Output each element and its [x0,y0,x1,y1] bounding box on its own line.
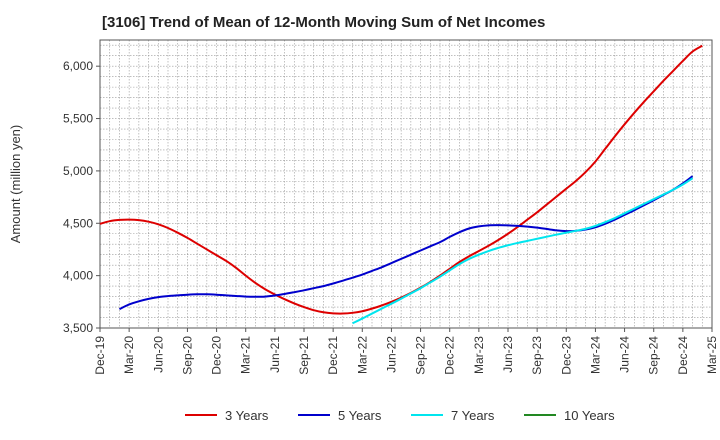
x-tick-label: Sep-23 [530,336,544,375]
y-axis-label: Amount (million yen) [8,125,23,244]
x-tick-label: Mar-20 [122,336,136,374]
x-tick-label: Dec-24 [676,336,690,375]
x-tick-label: Jun-22 [384,336,398,373]
x-tick-label: Jun-23 [501,336,515,373]
series-line-5-years [118,175,694,311]
x-tick-label: Sep-21 [297,336,311,375]
x-tick-label: Jun-21 [268,336,282,373]
x-tick-label: Sep-20 [180,336,194,375]
x-tick-label: Dec-20 [210,336,224,375]
x-tick-label: Dec-21 [326,336,340,375]
tick-labels: 3,500 4,000 4,500 5,000 5,500 6,000 Dec-19 Mar-… [63,59,719,375]
x-tick-label: Sep-24 [647,336,661,375]
x-tick-label: Mar-22 [355,336,369,374]
x-tick-label: Dec-22 [443,336,457,375]
x-tick-label: Jun-20 [151,336,165,373]
x-tick-label: Mar-23 [472,336,486,374]
legend: 3 Years 5 Years 7 Years 10 Years [185,408,615,423]
y-tick-label: 6,000 [63,59,93,73]
x-tick-label: Mar-21 [239,336,253,374]
grid [100,40,712,328]
legend-label-10-years: 10 Years [564,408,615,423]
legend-label-3-years: 3 Years [225,408,269,423]
legend-label-7-years: 7 Years [451,408,495,423]
chart-title: [3106] Trend of Mean of 12-Month Moving … [102,14,546,31]
x-tick-label: Jun-24 [618,336,632,373]
y-tick-label: 3,500 [63,321,93,335]
plot-frame [99,39,713,329]
series-line-7-years [352,177,694,325]
y-tick-label: 4,500 [63,216,93,230]
x-tick-label: Sep-22 [414,336,428,375]
series-lines [99,44,703,325]
x-tick-label: Mar-25 [705,336,719,374]
legend-label-5-years: 5 Years [338,408,382,423]
y-tick-label: 5,500 [63,112,93,126]
x-tick-label: Dec-23 [559,336,573,375]
y-tick-label: 4,000 [63,269,93,283]
x-tick-label: Dec-19 [93,336,107,375]
x-tick-label: Mar-24 [588,336,602,374]
y-tick-label: 5,000 [63,164,93,178]
